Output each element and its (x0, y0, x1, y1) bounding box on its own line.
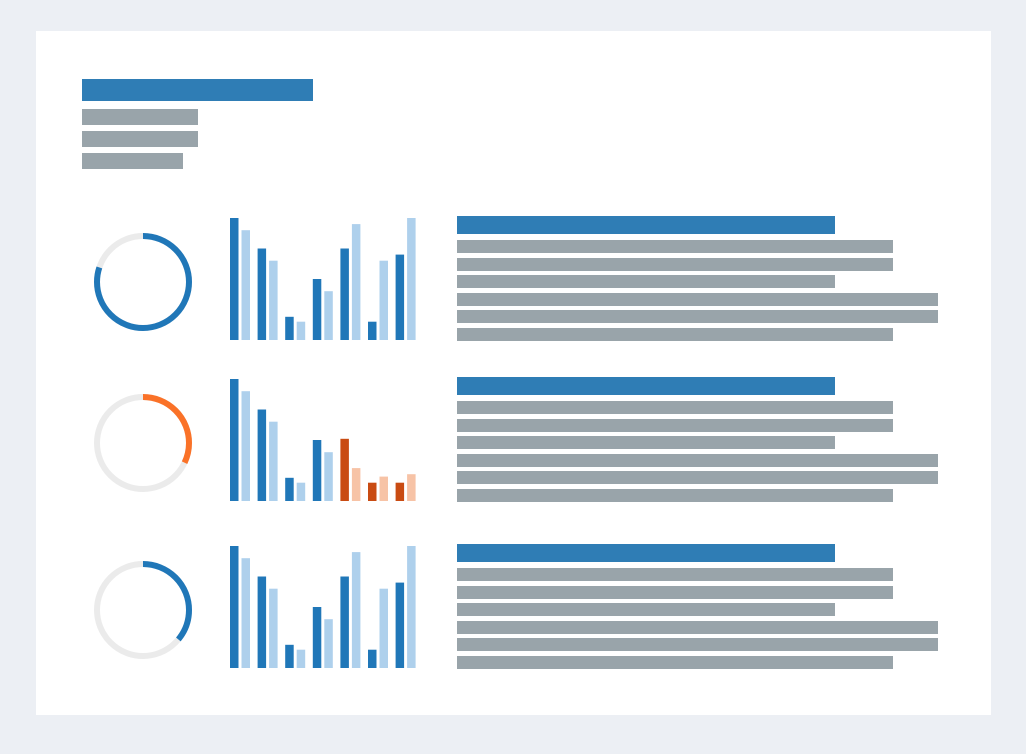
bar-primary-5 (340, 577, 349, 669)
bar-chart-1 (230, 216, 422, 341)
bar-secondary-3 (297, 322, 306, 340)
bar-secondary-2 (269, 422, 278, 501)
row-3-title-placeholder (457, 544, 835, 562)
bar-primary-7 (396, 583, 405, 668)
text-line-placeholder (457, 258, 893, 271)
text-line-placeholder (457, 489, 893, 502)
bar-secondary-7 (407, 546, 416, 668)
bar-primary-4 (313, 607, 322, 668)
header-subtitle-line-1 (82, 109, 198, 125)
text-line-placeholder (457, 586, 893, 599)
dashboard-row-3 (36, 544, 991, 669)
bar-chart-2 (230, 377, 422, 502)
bar-secondary-1 (242, 391, 251, 501)
donut-chart-1 (91, 230, 195, 334)
text-line-placeholder (457, 275, 835, 288)
text-line-placeholder (457, 621, 938, 634)
bar-secondary-5 (352, 552, 361, 668)
text-line-placeholder (457, 638, 938, 651)
bar-primary-3 (285, 645, 294, 668)
row-2-title-placeholder (457, 377, 835, 395)
bar-primary-4 (313, 440, 322, 501)
bar-primary-3 (285, 478, 294, 501)
bar-secondary-6 (380, 589, 389, 668)
bar-primary-6 (368, 483, 377, 501)
bar-primary-6 (368, 322, 377, 340)
bar-secondary-5 (352, 468, 361, 501)
text-line-placeholder (457, 240, 893, 253)
bar-secondary-3 (297, 483, 306, 501)
text-line-placeholder (457, 436, 835, 449)
bar-secondary-1 (242, 558, 251, 668)
text-line-placeholder (457, 293, 938, 306)
bar-primary-2 (258, 577, 267, 669)
bar-secondary-2 (269, 589, 278, 668)
bar-secondary-6 (380, 261, 389, 340)
dashboard-row-2 (36, 377, 991, 502)
header-subtitle-line-2 (82, 131, 198, 147)
bar-primary-5 (340, 249, 349, 341)
dashboard-panel (36, 31, 991, 715)
donut-chart-2 (91, 391, 195, 495)
bar-secondary-3 (297, 650, 306, 668)
bar-primary-1 (230, 379, 239, 501)
bar-primary-2 (258, 249, 267, 341)
text-line-placeholder (457, 328, 893, 341)
text-line-placeholder (457, 603, 835, 616)
bar-secondary-4 (324, 619, 333, 668)
text-line-placeholder (457, 471, 938, 484)
bar-primary-7 (396, 255, 405, 340)
bar-secondary-4 (324, 452, 333, 501)
bar-primary-2 (258, 410, 267, 502)
text-line-placeholder (457, 454, 938, 467)
text-line-placeholder (457, 419, 893, 432)
text-line-placeholder (457, 568, 893, 581)
bar-chart-3 (230, 544, 422, 669)
bar-secondary-4 (324, 291, 333, 340)
header-title-placeholder (82, 79, 313, 101)
bar-secondary-1 (242, 230, 251, 340)
bar-secondary-5 (352, 224, 361, 340)
donut-chart-3 (91, 558, 195, 662)
bar-primary-5 (340, 439, 349, 501)
header-subtitle-line-3 (82, 153, 183, 169)
bar-primary-6 (368, 650, 377, 668)
text-line-placeholder (457, 656, 893, 669)
row-1-title-placeholder (457, 216, 835, 234)
bar-secondary-7 (407, 474, 416, 501)
bar-secondary-2 (269, 261, 278, 340)
dashboard-row-1 (36, 216, 991, 341)
text-line-placeholder (457, 401, 893, 414)
bar-primary-4 (313, 279, 322, 340)
text-line-placeholder (457, 310, 938, 323)
bar-primary-3 (285, 317, 294, 340)
bar-primary-1 (230, 218, 239, 340)
bar-secondary-6 (380, 477, 389, 501)
bar-primary-1 (230, 546, 239, 668)
bar-secondary-7 (407, 218, 416, 340)
bar-primary-7 (396, 483, 405, 501)
